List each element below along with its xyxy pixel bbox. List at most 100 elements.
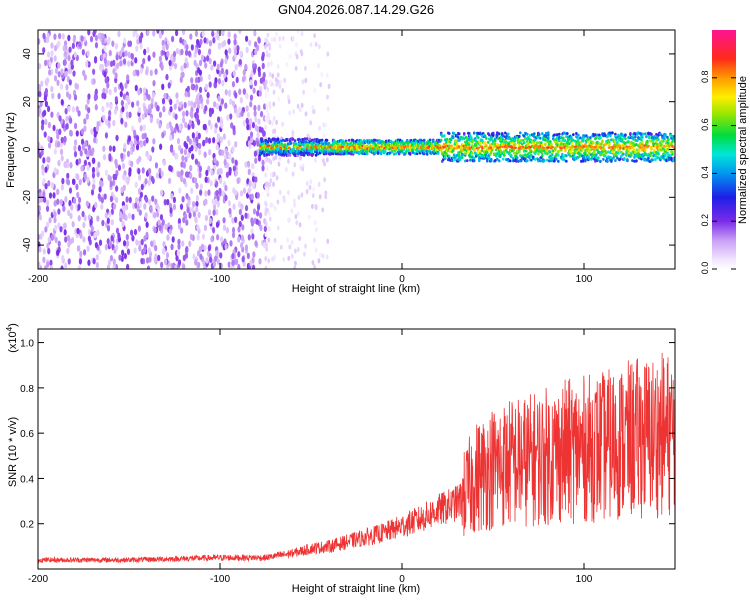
spectrogram-cell [476,153,480,157]
spectrogram-cell [92,78,96,85]
spectrogram-cell [447,154,451,158]
spectrogram-cell [196,224,200,231]
spectrogram-cell [558,132,561,136]
spectrogram-cell [217,95,221,102]
spectrogram-cell [59,83,64,90]
spectrogram-cell [62,205,66,212]
spectrogram-cell [112,145,116,153]
spectrogram-cell [566,132,569,136]
spectrogram-cell [642,132,645,136]
spectrogram-cell [621,137,624,141]
spectrogram-cell [462,137,466,141]
spectrogram-cell [123,37,127,44]
snr-panel: -200 -100 0 100 0.20.40.60.81.0 Height of s… [5,323,676,595]
spectrogram-cell [279,149,283,153]
spectrogram-cell [238,208,242,216]
spectrogram-cell [264,231,268,238]
spectrogram-cell [98,239,103,246]
spectrogram-cell [173,103,177,110]
spectrogram-cell [475,140,479,144]
spectrogram-cell [639,142,642,146]
spectrogram-cell [278,36,282,42]
spectrogram-cell [300,102,304,108]
spectrogram-cell [136,38,140,45]
spectrogram-cell [264,221,268,227]
spectrogram-cell [199,253,203,260]
spectrogram-cell [425,152,429,156]
spectrogram-cell [273,254,277,260]
spectrogram-cell [599,136,602,140]
spectrogram-cell [199,189,203,196]
spectrogram-cell [48,192,53,199]
spectrogram-cell [56,249,60,256]
spectrogram-cell [71,106,76,113]
spectrogram-cell [125,204,129,211]
spectrogram-cell [231,146,235,153]
spectrogram-cell [443,155,447,159]
spectrogram-cell [189,164,193,172]
spectrogram-cell [636,155,639,159]
spectrogram-cell [318,194,322,200]
spectrogram-cell [653,148,656,152]
spectrogram-cell [489,159,493,163]
spectrogram-cell [80,138,85,145]
spectrogram-cell [183,140,187,148]
spectrogram-cell [46,105,51,113]
spectrogram-cell [622,152,625,156]
colorbar-tick-label: 0.6 [700,118,710,131]
spectrogram-cell [615,138,618,142]
spectrogram-cell [644,132,647,136]
spectrogram-x-tick-label: 0 [399,274,405,285]
spectrogram-cell [530,158,533,162]
spectrogram-cell [153,226,157,234]
spectrogram-cell [655,150,658,154]
spectrogram-cell [172,50,177,58]
spectrogram-cell [224,102,228,109]
spectrogram-cell [143,94,147,102]
spectrogram-cell [256,204,261,211]
spectrogram-cell [476,150,480,154]
spectrogram-cell [546,158,549,162]
spectrogram-cell [596,159,599,163]
spectrogram-cell [466,147,470,151]
spectrogram-cell [562,155,565,159]
spectrogram-cell [104,169,109,176]
spectrogram-cell [633,155,636,159]
spectrogram-cell [42,256,46,264]
spectrogram-cell [90,128,94,135]
spectrogram-cell [42,32,46,40]
spectrogram-cell [669,154,672,158]
spectrogram-cell [210,169,214,176]
snr-y-tick-label: 1.0 [20,339,34,350]
spectrogram-cell [257,155,262,162]
spectrogram-cell [295,54,299,60]
spectrogram-cell [195,107,200,114]
spectrogram-cell [256,131,260,139]
spectrogram-cell [495,142,499,146]
spectrogram-cell [112,68,116,75]
spectrogram-cell [87,93,91,100]
spectrogram-cell [570,135,573,139]
spectrogram-cell [282,256,286,262]
spectrogram-cell [264,201,268,207]
spectrogram-cell [211,30,215,37]
spectrogram-cell [281,121,284,127]
spectrogram-cell [276,199,280,205]
spectrogram-cell [668,157,671,161]
spectrogram-cell [60,136,64,144]
spectrogram-cell [267,237,271,243]
spectrogram-cell [571,147,574,151]
spectrogram-cell [132,70,136,77]
spectrogram-cell [575,142,578,146]
spectrogram-cell [161,219,165,226]
spectrogram-cell [249,79,253,86]
spectrogram-cell [146,153,151,161]
spectrogram-cell [541,154,544,158]
spectrogram-cell [311,203,314,210]
spectrogram-cell [79,150,83,157]
spectrogram-cell [219,61,223,68]
spectrogram-cell [178,187,182,194]
spectrogram-cell [262,103,267,110]
spectrogram-cell [41,119,45,126]
spectrogram-cell [87,259,91,266]
